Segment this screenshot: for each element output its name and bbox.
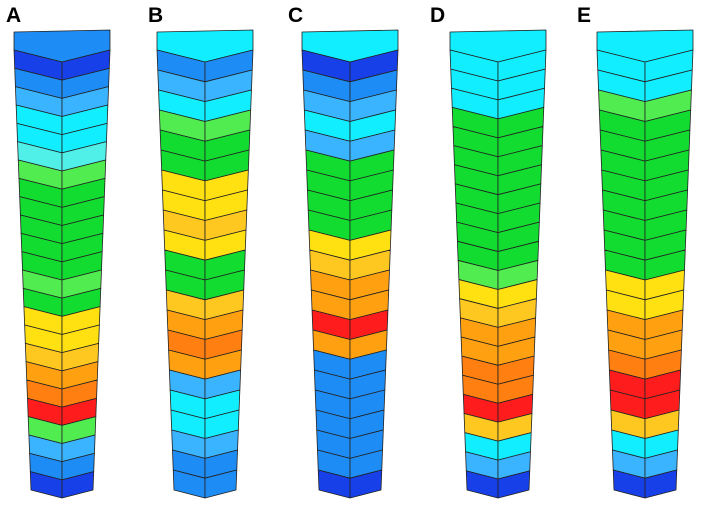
column-face — [497, 470, 531, 499]
panel-label: E — [577, 4, 591, 27]
column-face — [204, 469, 238, 499]
panel-label: A — [6, 4, 21, 27]
column-face — [644, 469, 678, 499]
panel-label: D — [430, 4, 445, 27]
columns — [13, 29, 694, 499]
panel-label: C — [288, 4, 303, 27]
column-face — [61, 471, 95, 499]
panel-label: B — [148, 4, 163, 27]
column-face — [349, 469, 383, 499]
